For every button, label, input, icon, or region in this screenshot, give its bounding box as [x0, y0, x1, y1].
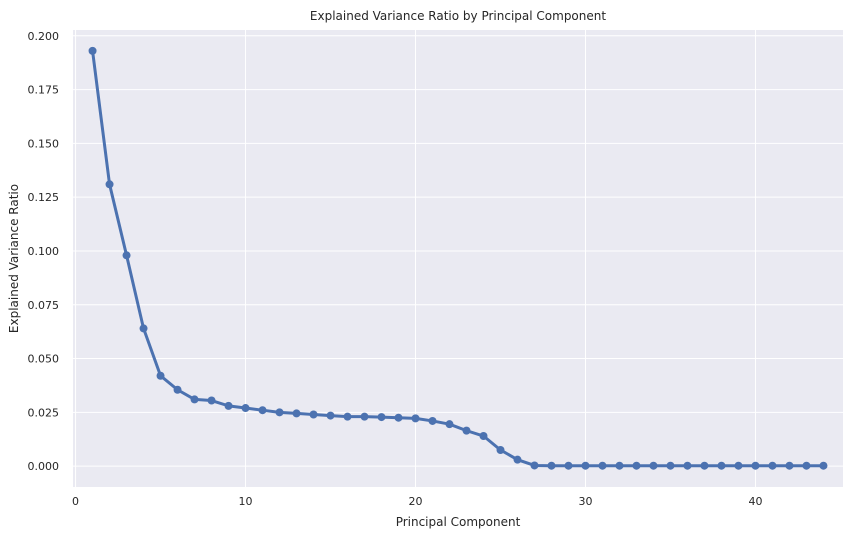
data-point — [326, 411, 335, 420]
data-point — [700, 461, 709, 470]
data-point — [122, 251, 131, 260]
data-point — [224, 401, 233, 410]
data-point — [88, 46, 97, 55]
series — [88, 46, 828, 470]
data-point — [547, 461, 556, 470]
x-axis-ticks: 0 10 20 30 40 — [72, 495, 762, 508]
data-point — [445, 420, 454, 429]
data-point — [105, 180, 114, 189]
data-point — [479, 432, 488, 441]
data-point — [377, 413, 386, 422]
data-point — [173, 385, 182, 394]
data-point — [530, 461, 539, 470]
data-point — [275, 408, 284, 417]
data-point — [649, 461, 658, 470]
data-point — [717, 461, 726, 470]
x-axis-label: Principal Component — [396, 515, 521, 529]
data-point — [139, 324, 148, 333]
data-point — [734, 461, 743, 470]
data-point — [513, 455, 522, 464]
data-point — [309, 410, 318, 419]
plot-area — [73, 30, 843, 487]
x-tick-label: 30 — [578, 495, 592, 508]
x-tick-label: 40 — [748, 495, 762, 508]
data-point — [428, 416, 437, 425]
data-point — [394, 413, 403, 422]
data-point — [156, 371, 165, 380]
y-tick-label: 0.150 — [28, 137, 60, 150]
y-tick-label: 0.000 — [28, 460, 60, 473]
data-point — [615, 461, 624, 470]
grid — [73, 30, 843, 487]
chart-title: Explained Variance Ratio by Principal Co… — [310, 9, 606, 23]
y-tick-label: 0.175 — [28, 84, 60, 97]
data-point — [343, 412, 352, 421]
x-tick-label: 10 — [239, 495, 253, 508]
y-tick-label: 0.075 — [28, 299, 60, 312]
x-tick-label: 0 — [72, 495, 79, 508]
data-point — [632, 461, 641, 470]
data-point — [666, 461, 675, 470]
data-point — [462, 426, 471, 435]
data-point — [258, 406, 267, 415]
y-tick-label: 0.050 — [28, 353, 60, 366]
data-point — [207, 396, 216, 405]
data-point — [751, 461, 760, 470]
y-axis-ticks: 0.000 0.025 0.050 0.075 0.100 0.125 0.150 0.175… — [28, 30, 60, 473]
y-tick-label: 0.100 — [28, 245, 60, 258]
data-point — [411, 414, 420, 423]
data-point — [802, 461, 811, 470]
data-point — [598, 461, 607, 470]
data-point — [581, 461, 590, 470]
y-axis-label: Explained Variance Ratio — [7, 184, 21, 333]
data-point — [190, 395, 199, 404]
y-tick-label: 0.200 — [28, 30, 60, 43]
data-point — [241, 404, 250, 413]
data-point — [768, 461, 777, 470]
data-point — [496, 445, 505, 454]
y-tick-label: 0.125 — [28, 191, 60, 204]
data-point — [785, 461, 794, 470]
data-point — [292, 409, 301, 418]
x-tick-label: 20 — [409, 495, 423, 508]
data-point — [683, 461, 692, 470]
data-point — [564, 461, 573, 470]
data-point — [360, 412, 369, 421]
data-point — [819, 461, 828, 470]
y-tick-label: 0.025 — [28, 406, 60, 419]
